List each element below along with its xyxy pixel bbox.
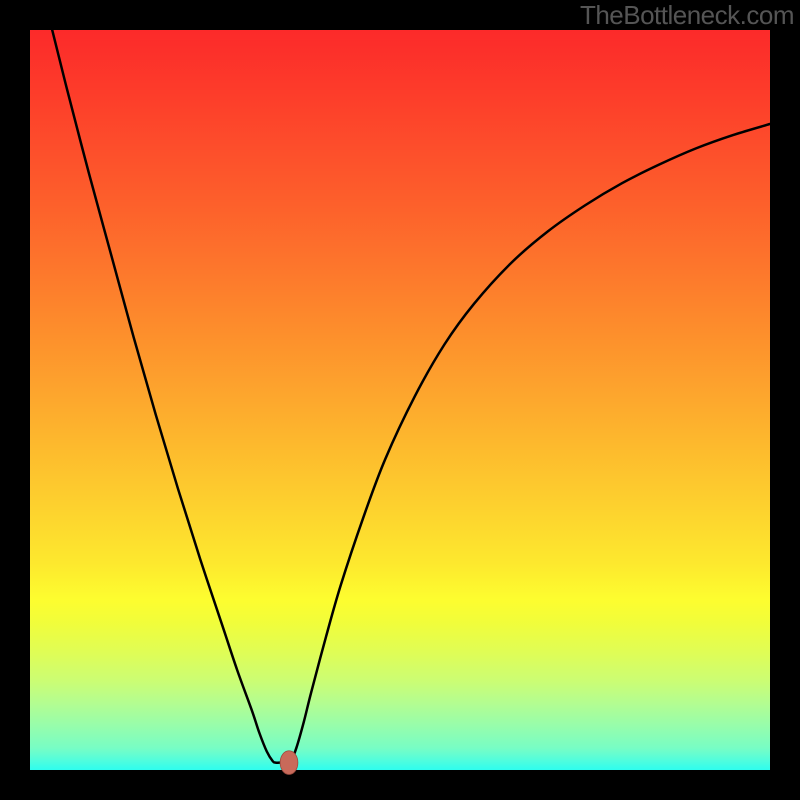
chart-background — [30, 30, 770, 770]
optimal-point-marker — [280, 751, 298, 775]
chart-frame: TheBottleneck.com — [0, 0, 800, 800]
watermark-text: TheBottleneck.com — [580, 0, 794, 31]
bottleneck-chart — [0, 0, 800, 800]
